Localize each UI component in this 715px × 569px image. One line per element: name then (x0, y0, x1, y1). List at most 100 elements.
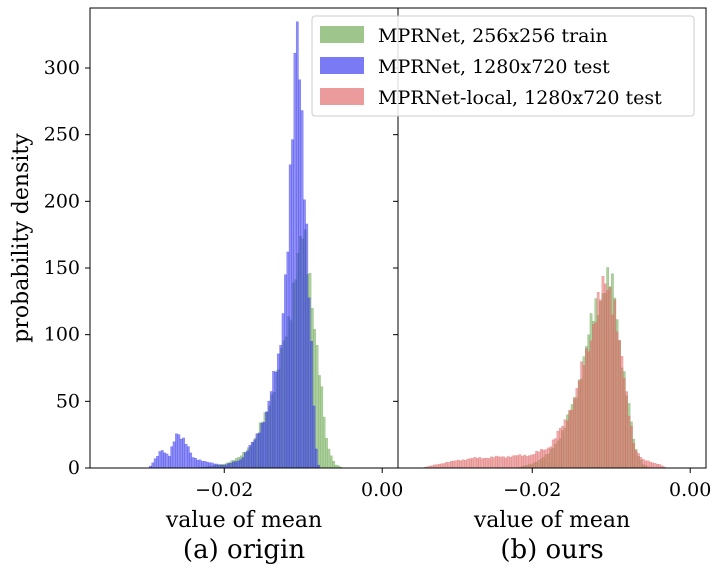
histogram-bar (554, 438, 557, 469)
histogram-bar (594, 322, 598, 469)
histogram-bar (322, 416, 326, 469)
histogram-bar (310, 341, 313, 469)
y-tick-label: 50 (56, 390, 80, 412)
histogram-bar (641, 459, 645, 469)
histogram-bar (196, 459, 200, 469)
histogram-bar (265, 411, 268, 469)
histogram-bar (523, 454, 527, 469)
histogram-bar (227, 463, 230, 469)
histogram-bar (499, 456, 503, 469)
histogram-bar (466, 458, 470, 469)
histogram-bar (329, 455, 333, 469)
histogram-bar (653, 463, 657, 469)
histogram-bar (540, 449, 543, 469)
histogram-bar (485, 457, 489, 469)
histogram-bar (606, 289, 610, 469)
y-axis-label: probability density (9, 133, 34, 343)
histogram-bar (528, 455, 531, 469)
histogram-bar (267, 400, 271, 469)
histogram-bar (320, 386, 324, 469)
histogram-bar (646, 460, 650, 469)
histogram-bar (241, 457, 245, 469)
histogram-bar (516, 455, 519, 469)
histogram-bar (504, 457, 508, 469)
histogram-bar (295, 21, 299, 469)
histogram-bar (487, 458, 491, 469)
histogram-bar (525, 456, 529, 469)
histogram-bar (568, 409, 572, 469)
histogram-bar (518, 454, 522, 469)
histogram-bar (490, 456, 493, 469)
histogram-bar (253, 439, 256, 469)
histogram-bar (288, 164, 292, 469)
y-tick-label: 250 (44, 124, 80, 146)
histogram-bar (177, 434, 181, 469)
legend-swatch-test (320, 57, 364, 74)
histogram-bar (236, 460, 240, 469)
histogram-bar (627, 415, 631, 469)
histogram-bar (575, 388, 579, 469)
histogram-bar (563, 419, 567, 469)
histogram-bar (625, 391, 628, 469)
histogram-bar (618, 339, 621, 469)
histogram-bar (480, 458, 484, 469)
histogram-bar (170, 446, 174, 469)
histogram-bar (213, 463, 216, 469)
histogram-bar (478, 457, 482, 469)
histogram-bar (620, 356, 624, 469)
histogram-bar (611, 314, 614, 469)
histogram-bar (300, 110, 304, 469)
histogram-bar (191, 457, 195, 469)
histogram-bar (603, 283, 607, 469)
histogram-bar (601, 276, 605, 469)
histogram-bar (445, 462, 448, 469)
histogram-bar (160, 450, 164, 469)
histogram-bar (476, 458, 479, 469)
histogram-bar (547, 447, 550, 469)
histogram-bar (312, 405, 316, 469)
histogram-bar (293, 52, 297, 469)
series-mprnet-local-1280x720-test (423, 276, 666, 469)
histogram-bar (186, 446, 190, 469)
histogram-bar (440, 463, 444, 469)
histogram-bar (644, 460, 647, 469)
histogram-bar (608, 287, 612, 469)
histogram-bar (277, 353, 280, 469)
histogram-bar (473, 457, 477, 469)
histogram-bar (274, 371, 278, 469)
histogram-bar (613, 299, 617, 469)
histogram-bar (509, 457, 512, 469)
histogram-bar (639, 457, 643, 469)
histogram-bar (615, 331, 619, 469)
histogram-bar (298, 79, 302, 469)
histogram-bar (658, 464, 662, 469)
histogram-bar (468, 458, 472, 469)
histogram-bar (194, 457, 197, 469)
histogram-bar (182, 437, 185, 469)
legend-label-train: MPRNet, 256x256 train (378, 25, 608, 47)
y-tick-label: 150 (44, 257, 80, 279)
histogram-bar (558, 428, 562, 469)
histogram-bar (279, 345, 283, 469)
legend-frame (311, 15, 695, 117)
histogram-bar (175, 433, 178, 469)
histogram-bar (582, 365, 586, 469)
histogram-bar (556, 431, 560, 469)
panel-origin: −0.02 0.00 0 50 100 150 200 250 300 (44, 7, 403, 501)
histogram-bar (260, 423, 264, 469)
caption-origin: (a) origin (183, 535, 305, 565)
histogram-bar (229, 462, 233, 469)
histogram-bar (570, 409, 574, 469)
histogram-bar (622, 378, 626, 469)
histogram-bar (215, 463, 219, 469)
histogram-bar (549, 446, 553, 469)
x-tick-label: 0.00 (361, 479, 403, 501)
histogram-bar (585, 348, 588, 469)
histogram-bar (325, 437, 328, 469)
histogram-bar (454, 460, 458, 469)
histogram-bar (502, 456, 505, 469)
histogram-bar (452, 460, 456, 469)
histogram-bar (189, 452, 193, 469)
panel-ours: −0.02 0.00 (393, 7, 711, 501)
